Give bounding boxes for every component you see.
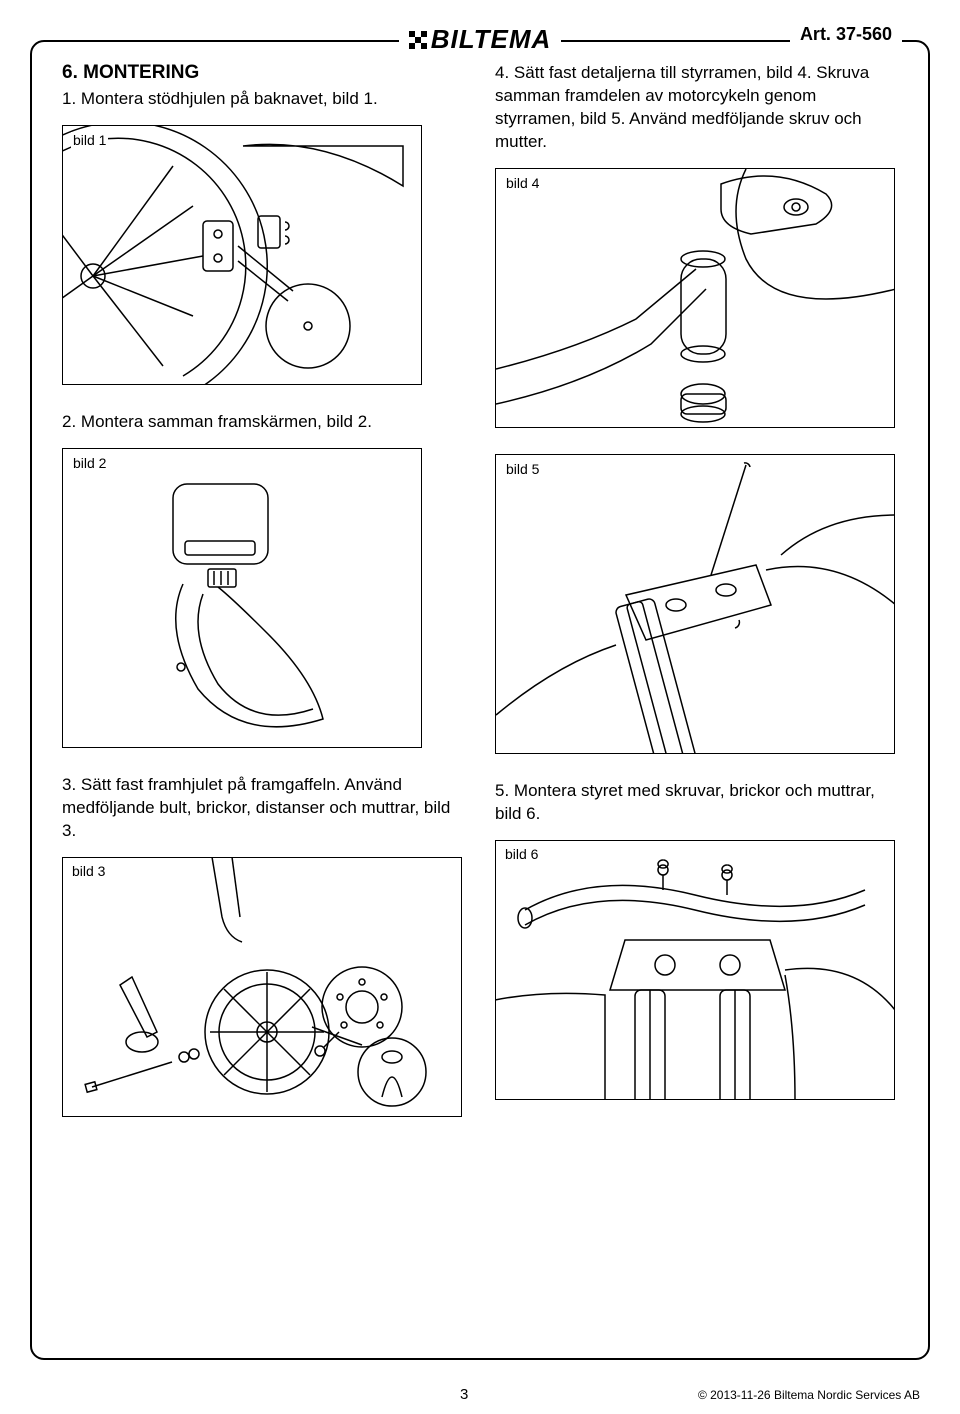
figure-1-illustration bbox=[63, 126, 422, 385]
figure-label: bild 2 bbox=[71, 455, 108, 471]
left-column: 6. MONTERING 1. Montera stödhjulen på ba… bbox=[62, 62, 465, 1143]
figure-5: bild 5 bbox=[495, 454, 895, 754]
step-text: Sätt fast framhjulet på framgaffeln. Anv… bbox=[62, 775, 450, 840]
step-text: Sätt fast detaljerna till styrramen, bil… bbox=[495, 63, 869, 151]
figure-2: bild 2 bbox=[62, 448, 422, 748]
figure-3: bild 3 bbox=[62, 857, 462, 1117]
figure-label: bild 6 bbox=[503, 846, 540, 862]
step-4: 4. Sätt fast detaljerna till styrramen, … bbox=[495, 62, 898, 154]
figure-label: bild 5 bbox=[504, 461, 541, 477]
figure-4-illustration bbox=[496, 169, 895, 428]
step-text: Montera samman framskärmen, bild 2. bbox=[81, 412, 372, 431]
brand-logo: BILTEMA bbox=[399, 24, 562, 55]
step-number: 4. bbox=[495, 63, 509, 82]
figure-6: bild 6 bbox=[495, 840, 895, 1100]
step-number: 3. bbox=[62, 775, 76, 794]
figure-4: bild 4 bbox=[495, 168, 895, 428]
brand-name: BILTEMA bbox=[431, 24, 552, 55]
content-columns: 6. MONTERING 1. Montera stödhjulen på ba… bbox=[62, 62, 898, 1143]
figure-label: bild 1 bbox=[71, 132, 108, 148]
step-number: 1. bbox=[62, 89, 76, 108]
step-number: 5. bbox=[495, 781, 509, 800]
figure-5-illustration bbox=[496, 455, 895, 754]
copyright-text: © 2013-11-26 Biltema Nordic Services AB bbox=[698, 1388, 920, 1402]
page-footer: 3 © 2013-11-26 Biltema Nordic Services A… bbox=[0, 1380, 960, 1411]
step-number: 2. bbox=[62, 412, 76, 431]
section-heading: 6. MONTERING bbox=[62, 62, 465, 84]
page-number: 3 bbox=[460, 1386, 468, 1403]
step-1: 1. Montera stödhjulen på baknavet, bild … bbox=[62, 88, 465, 111]
step-text: Montera stödhjulen på baknavet, bild 1. bbox=[81, 89, 378, 108]
right-column: 4. Sätt fast detaljerna till styrramen, … bbox=[495, 62, 898, 1143]
figure-2-illustration bbox=[63, 449, 422, 748]
page-frame: BILTEMA Art. 37-560 6. MONTERING 1. Mont… bbox=[30, 40, 930, 1360]
figure-label: bild 3 bbox=[70, 863, 107, 879]
article-number: Art. 37-560 bbox=[790, 24, 902, 45]
step-text: Montera styret med skruvar, brickor och … bbox=[495, 781, 875, 823]
logo-checker-icon bbox=[409, 31, 427, 49]
step-3: 3. Sätt fast framhjulet på framgaffeln. … bbox=[62, 774, 465, 843]
figure-label: bild 4 bbox=[504, 175, 541, 191]
figure-1: bild 1 bbox=[62, 125, 422, 385]
step-5: 5. Montera styret med skruvar, brickor o… bbox=[495, 780, 898, 826]
step-2: 2. Montera samman framskärmen, bild 2. bbox=[62, 411, 465, 434]
